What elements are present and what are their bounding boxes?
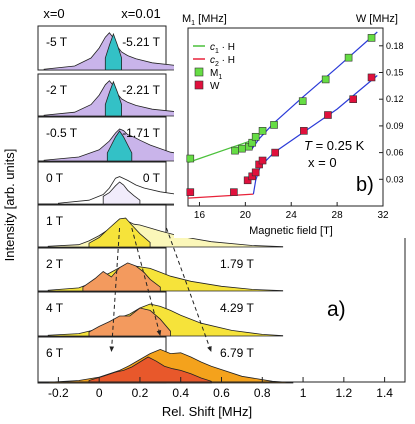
inset-y-axis-label-left: M1 [MHz] (182, 13, 227, 27)
inset-fit-line (187, 193, 254, 199)
panel-label-left: 6 T (46, 346, 64, 360)
spectrum-panel: 4 T 4.29 T (37, 291, 284, 337)
x-tick-label: 1 (300, 386, 307, 400)
spectrum-inner (88, 307, 171, 337)
panel-label-left: -5 T (46, 35, 68, 49)
panel-label-left: 4 T (46, 301, 64, 315)
x-tick-label: -0.2 (48, 386, 69, 400)
inset-marker-m1 (258, 127, 267, 135)
inset-y-tick-label-right: 0.06 (386, 148, 404, 158)
inset-y-tick-label-right: 0.03 (386, 174, 404, 184)
inset-marker-w (258, 156, 267, 165)
inset-chart: b) Magnetic field [T] M1 [MHz] W [MHz] T… (174, 6, 407, 238)
spectrum-panel: -2 T -2.21 T (37, 73, 273, 117)
inset-panel-label-b: b) (356, 174, 374, 196)
spectrum-panel: 2 T 1.79 T (37, 247, 284, 292)
inset-marker-w (324, 111, 332, 119)
panel-label-a: a) (327, 298, 346, 321)
spectrum-inner (106, 130, 133, 162)
panel-label-right: 0 T (143, 171, 161, 185)
inset-x-tick-label: 28 (332, 210, 344, 221)
x-tick-label: 0.4 (172, 386, 189, 400)
dashed-arrow (131, 227, 161, 337)
main-chart: Intensity [arb. units] Rel. Shift [MHz] … (2, 6, 406, 419)
panel-label-left: 2 T (46, 257, 64, 271)
inset-marker-w (186, 188, 195, 196)
dashed-arrow (165, 227, 212, 353)
inset-x-tick-label: 24 (286, 210, 298, 221)
inset-annotation-temperature: T = 0.25 K (304, 138, 365, 153)
panel-label-left: -2 T (46, 83, 68, 97)
inset-marker-m1 (321, 75, 330, 84)
inset-legend-label: c1 · H (210, 42, 235, 55)
x-tick-label: 0.8 (254, 386, 271, 400)
inset-y-axis-label-right: W [MHz] (356, 13, 398, 25)
inset-axis-frame (187, 27, 384, 207)
spectrum-inner (104, 80, 122, 117)
inset-marker-w (230, 188, 238, 196)
inset-y-tick-label-right: 0.15 (386, 68, 404, 78)
panel-label-right: 6.79 T (220, 346, 254, 360)
column-header-right: x=0.01 (121, 6, 160, 21)
inset-annotation-x: x = 0 (308, 155, 337, 170)
panel-label-right: -1.71 T (122, 126, 160, 140)
inset-x-tick-label: 16 (194, 210, 206, 221)
column-header-left: x=0 (43, 6, 64, 21)
inset-marker-m1 (251, 132, 260, 141)
spectrum-inner (82, 262, 161, 292)
y-axis-label: Intensity [arb. units] (2, 149, 17, 262)
panel-label-left: -0.5 T (46, 126, 78, 140)
inset-x-tick-label: 32 (377, 210, 389, 221)
x-tick-label: 0 (96, 386, 103, 400)
spectrum-inner (102, 181, 141, 205)
panel-label-left: 0 T (46, 171, 64, 185)
panel-label-right: 1.79 T (220, 257, 254, 271)
panel-label-right: -5.21 T (122, 35, 160, 49)
x-tick-label: 1.2 (335, 386, 352, 400)
inset-marker-m1 (186, 154, 195, 163)
spectrum-inner (88, 217, 151, 248)
inset-y-tick-label-right: 0.18 (386, 41, 404, 51)
inset-legend-label: c2 · H (210, 55, 235, 68)
spectrum-inner (104, 32, 122, 71)
inset-marker-w (243, 176, 252, 185)
arrow-head (109, 346, 115, 352)
inset-marker-m1 (298, 97, 307, 105)
inset-x-axis-label: Magnetic field [T] (249, 225, 333, 237)
arrow-head (156, 330, 162, 336)
panel-label-left: 1 T (46, 214, 64, 228)
inset-marker-w (271, 148, 279, 157)
inset-marker-m1 (231, 146, 239, 155)
x-tick-label: 1.4 (376, 386, 393, 400)
inset-y-tick-label-right: 0.09 (386, 121, 404, 131)
x-tick-label: 0.2 (132, 386, 149, 400)
inset-marker-m1 (344, 53, 353, 62)
arrow-head (207, 346, 212, 352)
inset-marker-w (367, 73, 376, 82)
panel-label-right: -2.21 T (122, 83, 160, 97)
inset-marker-m1 (270, 121, 278, 129)
spectrum-panel: 1 T0.79 T (37, 204, 284, 248)
inset-marker-m1 (367, 34, 376, 42)
spectrum-panel: 6 T 6.79 T (37, 336, 294, 384)
inset-marker-w (349, 95, 357, 103)
x-tick-label: 0.6 (213, 386, 230, 400)
inset-legend-marker (194, 80, 204, 90)
inset-legend-marker (194, 67, 204, 77)
panel-label-right: 4.29 T (220, 301, 254, 315)
inset-marker-w (300, 127, 308, 135)
inset-legend-label: M1 (210, 68, 222, 81)
inset-y-tick-label-right: 0.12 (386, 94, 404, 104)
inset-marker-m1 (238, 144, 246, 153)
inset-marker-w (251, 168, 260, 177)
spectrum-inner (88, 356, 212, 384)
x-axis-label: Rel. Shift [MHz] (162, 404, 252, 419)
inset-legend-label: W (210, 81, 220, 92)
inset-background (174, 6, 407, 238)
inset-x-tick-label: 20 (240, 210, 252, 221)
inset-fit-line (187, 138, 257, 164)
spectrum-panel: -0.5 T -1.71 T (37, 116, 284, 162)
